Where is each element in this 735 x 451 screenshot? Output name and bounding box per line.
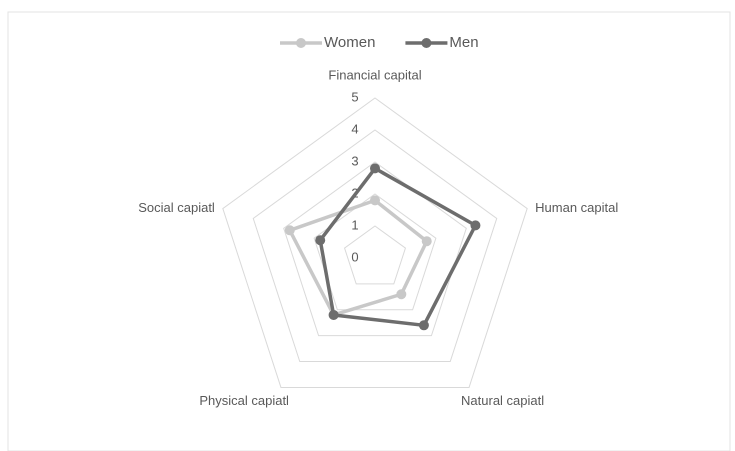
- r-tick-label: 5: [351, 89, 358, 104]
- grid-ring: [313, 193, 437, 311]
- series-marker: [470, 220, 481, 231]
- category-label: Financial capital: [328, 67, 421, 82]
- category-label: Human capital: [535, 200, 618, 215]
- category-label: Physical capiatl: [199, 393, 289, 408]
- series-marker: [370, 195, 380, 206]
- legend-label: Women: [324, 34, 375, 51]
- legend-marker: [421, 38, 432, 48]
- legend-marker: [296, 38, 306, 48]
- series-marker: [421, 236, 432, 247]
- series-marker: [418, 320, 429, 331]
- category-label: Social capiatl: [138, 200, 215, 215]
- series-marker: [328, 309, 339, 320]
- series-marker: [315, 235, 326, 246]
- category-label: Natural capiatl: [461, 393, 544, 408]
- grid-ring: [343, 225, 407, 285]
- series-line: [318, 166, 478, 328]
- series-marker: [370, 163, 380, 174]
- r-tick-label: 0: [351, 249, 358, 264]
- r-tick-label: 3: [351, 153, 358, 168]
- r-tick-label: 4: [351, 121, 358, 136]
- legend-label: Men: [449, 34, 478, 51]
- grid-ring: [222, 97, 528, 388]
- series-marker: [396, 289, 407, 300]
- series-marker: [284, 225, 295, 236]
- grid-ring: [283, 161, 467, 337]
- r-tick-label: 1: [351, 217, 358, 232]
- chart-frame: [7, 11, 731, 451]
- series-line: [288, 198, 429, 317]
- grid-ring: [252, 129, 498, 363]
